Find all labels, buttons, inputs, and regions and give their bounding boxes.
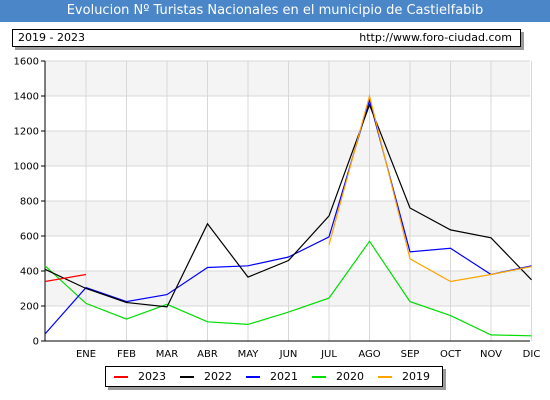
x-tick-label: OCT [440,349,462,360]
legend-swatch [378,376,392,378]
y-tick-label: 200 [20,302,39,313]
source-url: http://www.foro-ciudad.com [359,31,512,44]
series-line-2021 [44,98,532,335]
legend-label: 2022 [204,370,232,383]
x-tick-label: ENE [76,349,96,360]
legend-swatch [180,376,194,378]
grid-lines [45,60,532,342]
y-tick-label: 1400 [14,92,39,103]
series-lines [44,93,532,337]
legend-label: 2023 [138,370,166,383]
legend-swatch [114,376,128,378]
y-tick-label: 600 [20,232,39,243]
legend-label: 2021 [270,370,298,383]
x-tick-label: FEB [117,349,136,360]
grid-band [45,61,530,96]
axes [41,60,530,342]
x-axis-labels: ENE FEB MAR ABR MAY JUN JUL AGO SEP OCT NOV DIC [76,349,540,360]
y-tick-label: 800 [20,197,39,208]
x-tick-label: DIC [523,349,541,360]
grid-band [45,201,530,236]
x-tick-label: JUL [320,349,337,360]
x-tick-label: ABR [197,349,218,360]
y-tick-label: 1000 [14,162,39,173]
x-tick-label: NOV [480,349,502,360]
grid-band [45,131,530,166]
y-axis-labels: 0 200 400 600 800 1000 1200 1400 1600 [14,57,39,348]
y-tick-label: 1200 [14,127,39,138]
x-tick-label: MAY [238,349,260,360]
series-line-2023 [44,273,87,283]
y-tick-label: 400 [20,267,39,278]
legend-swatch [246,376,260,378]
info-bar: 2019 - 2023 http://www.foro-ciudad.com [12,29,521,47]
legend-label: 2020 [336,370,364,383]
legend-label: 2019 [402,370,430,383]
series-line-2019 [328,93,532,283]
series-line-2022 [44,103,532,308]
x-tick-label: AGO [358,349,380,360]
y-tick-label: 0 [33,337,39,348]
grid-band [45,271,530,306]
y-tick-label: 1600 [14,57,39,68]
year-range: 2019 - 2023 [18,31,85,44]
series-line-2020 [44,240,532,337]
legend: 2023 2022 2021 2020 2019 [105,366,443,387]
legend-swatch [312,376,326,378]
x-tick-label: JUN [279,349,298,360]
x-tick-label: MAR [156,349,178,360]
chart-title: Evolucion Nº Turistas Nacionales en el m… [0,0,550,22]
x-tick-label: SEP [401,349,420,360]
